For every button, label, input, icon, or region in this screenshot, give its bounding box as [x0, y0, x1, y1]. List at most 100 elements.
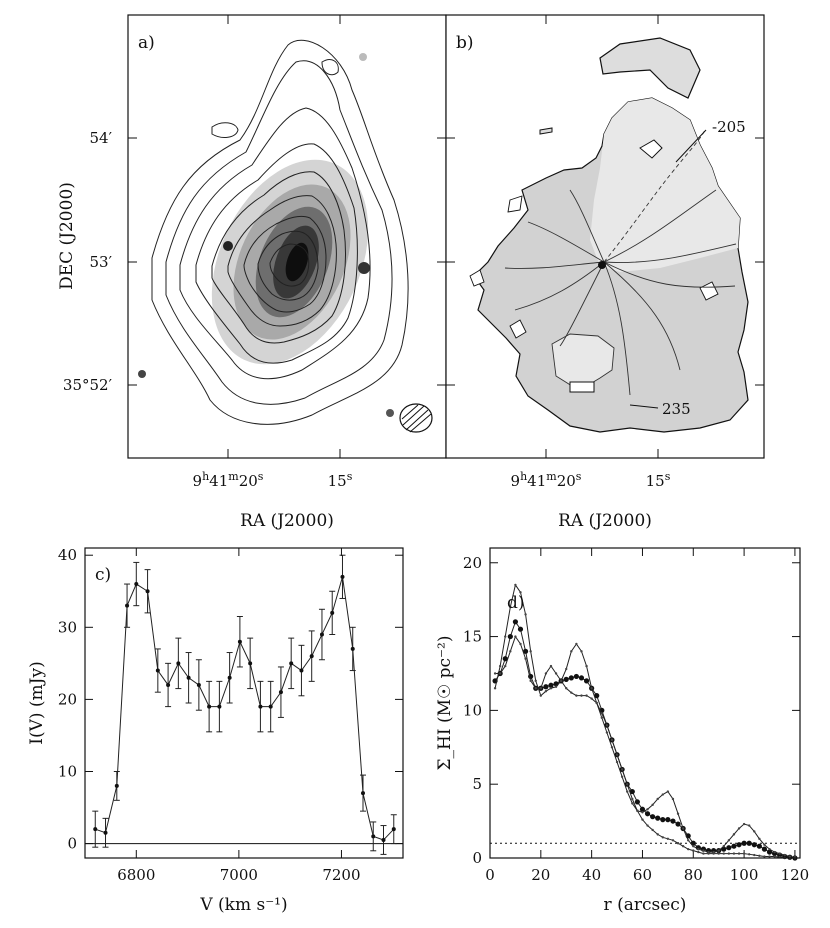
profile-point [502, 656, 508, 662]
profile-point-small [727, 839, 731, 842]
data-point [166, 682, 171, 687]
x-tick-label: 0 [485, 866, 495, 884]
profile-point [650, 814, 656, 820]
profile-point-small [529, 650, 532, 653]
data-point [134, 582, 139, 587]
profile-point-small [742, 822, 746, 826]
profile-point-small [631, 802, 634, 805]
contour-label-205: -205 [712, 118, 746, 136]
profile-point-small [671, 839, 675, 842]
profile-point-small [605, 723, 609, 727]
profile-point-small [722, 852, 725, 855]
profile-point [543, 684, 549, 690]
dec-tick-53: 53′ [90, 253, 113, 271]
profile-point-small [707, 852, 710, 855]
profile-point [695, 845, 701, 851]
velocity-field [469, 37, 749, 433]
profile-point-small [514, 583, 517, 587]
profile-point-small [610, 738, 614, 742]
profile-point-small [737, 827, 741, 830]
y-tick-label: 0 [67, 835, 77, 853]
data-point [360, 791, 365, 796]
profile-point-small [498, 664, 502, 668]
profile-point-small [732, 833, 736, 836]
profile-point-small [686, 847, 690, 851]
profile-point-small [529, 679, 532, 683]
panel-b-frame [445, 14, 765, 459]
profile-point-small [509, 605, 512, 609]
data-point [350, 646, 355, 651]
profile-point [655, 815, 661, 821]
contour-label-235: 235 [662, 400, 691, 418]
data-point [299, 668, 304, 673]
profile-point-small [742, 852, 746, 855]
panel-d-frame [489, 547, 801, 859]
profile-point [766, 849, 773, 855]
profile-point [507, 633, 513, 640]
profile-point-small [620, 775, 624, 779]
profile-point-small [524, 613, 527, 616]
data-point [217, 704, 222, 709]
dec-tick-52: 35°52′ [63, 376, 113, 394]
profile-point-small [666, 790, 670, 793]
profile-point-small [758, 837, 761, 841]
profile-point [644, 811, 651, 817]
profile-point-small [676, 842, 680, 845]
y-tick-label: 10 [58, 762, 77, 780]
profile-point-small [610, 746, 614, 749]
y-tick-label: 15 [463, 628, 482, 646]
profile-point-small [783, 853, 786, 857]
profile-point-small [519, 642, 522, 646]
profile-point-small [747, 824, 751, 827]
profile-point-small [580, 650, 583, 653]
data-point [278, 690, 283, 695]
profile-point-small [605, 731, 609, 734]
data-point [330, 610, 335, 615]
panel-c-label: c) [95, 565, 111, 585]
profile-point-small [702, 849, 705, 852]
x-tick-label: 120 [781, 866, 810, 884]
profile-point [639, 806, 646, 812]
profile-point-small [514, 635, 517, 638]
panel-d-xlabel: r (arcsec) [604, 895, 687, 915]
data-point [340, 574, 345, 579]
profile-point-small [504, 664, 507, 668]
profile-point-small [534, 679, 537, 683]
profile-side-1 [494, 583, 795, 858]
panel-c-plot: 6800 7000 7200 0 10 20 30 40 [58, 546, 403, 884]
galaxy-image [138, 53, 394, 417]
profile-point-small [620, 768, 624, 771]
hi-contours [151, 39, 409, 425]
profile-point-small [580, 694, 583, 697]
profile-point-small [493, 672, 497, 675]
profile-point-small [692, 844, 695, 848]
beam-ellipse [399, 403, 433, 433]
profile-point-small [626, 790, 629, 793]
profile-point-small [615, 753, 619, 756]
profile-point [594, 693, 600, 699]
panel-d-ylabel: Σ_HI (M☉ pc⁻²) [435, 636, 455, 771]
y-tick-label: 5 [472, 775, 482, 793]
panel-a-xlabel: RA (J2000) [240, 511, 334, 531]
y-tick-label: 0 [472, 849, 482, 867]
profile-point-small [692, 849, 695, 852]
profile-point [761, 846, 768, 852]
x-tick-label: 100 [730, 866, 759, 884]
ra-tick-15s: 15s [328, 470, 353, 490]
profile-point-small [539, 687, 543, 690]
profile-point-small [554, 685, 558, 688]
profile-point-small [763, 843, 766, 846]
profile-point-small [549, 687, 553, 690]
panel-d-label: d) [507, 593, 525, 613]
profile-point-small [676, 812, 680, 815]
profile-point [522, 648, 529, 654]
data-point [145, 589, 150, 594]
data-point [381, 837, 386, 842]
profile-point-small [544, 689, 548, 693]
x-tick-label: 40 [582, 866, 601, 884]
data-point [155, 668, 160, 673]
profile-point-small [585, 694, 588, 697]
profile-point-small [727, 852, 731, 855]
profile-point [573, 673, 579, 680]
panel-c-xlabel: V (km s⁻¹) [199, 895, 287, 915]
